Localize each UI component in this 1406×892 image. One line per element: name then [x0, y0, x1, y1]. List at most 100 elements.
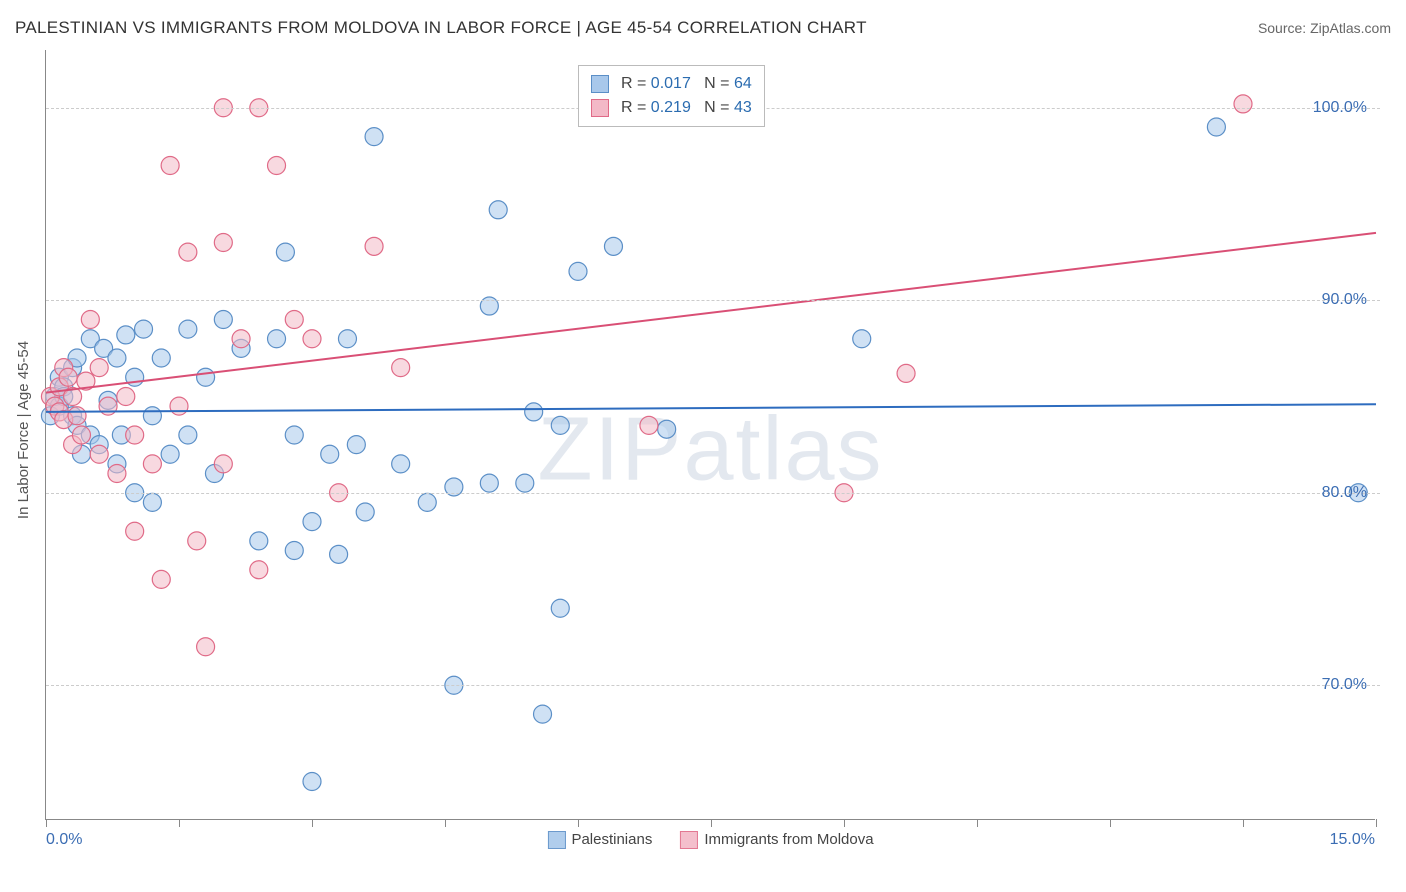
scatter-point — [68, 407, 86, 425]
title-bar: PALESTINIAN VS IMMIGRANTS FROM MOLDOVA I… — [15, 18, 1391, 38]
y-tick-label: 100.0% — [1313, 99, 1367, 117]
scatter-point — [365, 128, 383, 146]
grid-line — [46, 493, 1380, 494]
scatter-point — [214, 311, 232, 329]
scatter-point — [525, 403, 543, 421]
scatter-point — [117, 388, 135, 406]
x-end-label: 15.0% — [1330, 831, 1375, 849]
x-tick — [578, 819, 579, 827]
x-tick — [844, 819, 845, 827]
scatter-point — [640, 416, 658, 434]
scatter-point — [126, 426, 144, 444]
grid-line — [46, 300, 1380, 301]
scatter-point — [276, 243, 294, 261]
scatter-point — [347, 436, 365, 454]
legend-item: Immigrants from Moldova — [680, 831, 873, 849]
correlation-text: R = 0.219 N = 43 — [621, 96, 752, 120]
y-tick-label: 70.0% — [1322, 676, 1367, 694]
scatter-point — [330, 545, 348, 563]
scatter-point — [197, 638, 215, 656]
x-tick — [312, 819, 313, 827]
correlation-legend: R = 0.017 N = 64R = 0.219 N = 43 — [578, 65, 765, 127]
legend-swatch — [680, 831, 698, 849]
scatter-point — [365, 237, 383, 255]
scatter-point — [108, 465, 126, 483]
scatter-point — [214, 234, 232, 252]
scatter-point — [179, 243, 197, 261]
correlation-text: R = 0.017 N = 64 — [621, 72, 752, 96]
chart-title: PALESTINIAN VS IMMIGRANTS FROM MOLDOVA I… — [15, 18, 867, 38]
scatter-point — [268, 330, 286, 348]
scatter-point — [285, 542, 303, 560]
scatter-point — [143, 407, 161, 425]
x-tick — [445, 819, 446, 827]
scatter-point — [72, 426, 90, 444]
legend-label: Palestinians — [571, 831, 652, 848]
scatter-point — [161, 157, 179, 175]
bottom-legend: Palestinians Immigrants from Moldova — [547, 831, 873, 849]
scatter-point — [303, 330, 321, 348]
scatter-point — [250, 561, 268, 579]
x-tick — [46, 819, 47, 827]
scatter-point — [250, 532, 268, 550]
legend-swatch — [591, 99, 609, 117]
scatter-point — [418, 493, 436, 511]
scatter-point — [108, 349, 126, 367]
scatter-point — [143, 455, 161, 473]
correlation-row: R = 0.219 N = 43 — [591, 96, 752, 120]
scatter-point — [214, 455, 232, 473]
legend-swatch — [547, 831, 565, 849]
y-tick-label: 80.0% — [1322, 484, 1367, 502]
y-tick-label: 90.0% — [1322, 291, 1367, 309]
scatter-point — [1207, 118, 1225, 136]
scatter-point — [232, 330, 250, 348]
scatter-point — [392, 455, 410, 473]
scatter-point — [303, 513, 321, 531]
x-tick — [179, 819, 180, 827]
x-start-label: 0.0% — [46, 831, 82, 849]
scatter-point — [90, 359, 108, 377]
scatter-point — [551, 599, 569, 617]
scatter-point — [59, 368, 77, 386]
scatter-point — [135, 320, 153, 338]
scatter-point — [303, 773, 321, 791]
grid-line — [46, 685, 1380, 686]
scatter-point — [161, 445, 179, 463]
plot-svg — [46, 50, 1375, 819]
scatter-point — [285, 311, 303, 329]
scatter-point — [551, 416, 569, 434]
scatter-point — [516, 474, 534, 492]
scatter-point — [480, 474, 498, 492]
legend-swatch — [591, 75, 609, 93]
y-axis-title: In Labor Force | Age 45-54 — [15, 341, 32, 519]
scatter-point — [188, 532, 206, 550]
scatter-point — [81, 311, 99, 329]
scatter-point — [853, 330, 871, 348]
scatter-point — [338, 330, 356, 348]
scatter-point — [321, 445, 339, 463]
scatter-point — [197, 368, 215, 386]
scatter-point — [489, 201, 507, 219]
x-tick — [711, 819, 712, 827]
scatter-point — [569, 262, 587, 280]
scatter-point — [1234, 95, 1252, 113]
scatter-point — [285, 426, 303, 444]
scatter-point — [117, 326, 135, 344]
legend-label: Immigrants from Moldova — [704, 831, 873, 848]
trend-line — [46, 233, 1376, 393]
source-label: Source: ZipAtlas.com — [1258, 20, 1391, 36]
correlation-row: R = 0.017 N = 64 — [591, 72, 752, 96]
scatter-point — [179, 320, 197, 338]
scatter-point — [658, 420, 676, 438]
plot-area: ZIPatlas 70.0%80.0%90.0%100.0%0.0%15.0%P… — [45, 50, 1375, 820]
x-tick — [1376, 819, 1377, 827]
trend-line — [46, 404, 1376, 412]
scatter-point — [179, 426, 197, 444]
scatter-point — [268, 157, 286, 175]
scatter-point — [126, 522, 144, 540]
scatter-point — [143, 493, 161, 511]
scatter-point — [152, 349, 170, 367]
scatter-point — [170, 397, 188, 415]
x-tick — [1110, 819, 1111, 827]
chart-container: PALESTINIAN VS IMMIGRANTS FROM MOLDOVA I… — [0, 0, 1406, 892]
